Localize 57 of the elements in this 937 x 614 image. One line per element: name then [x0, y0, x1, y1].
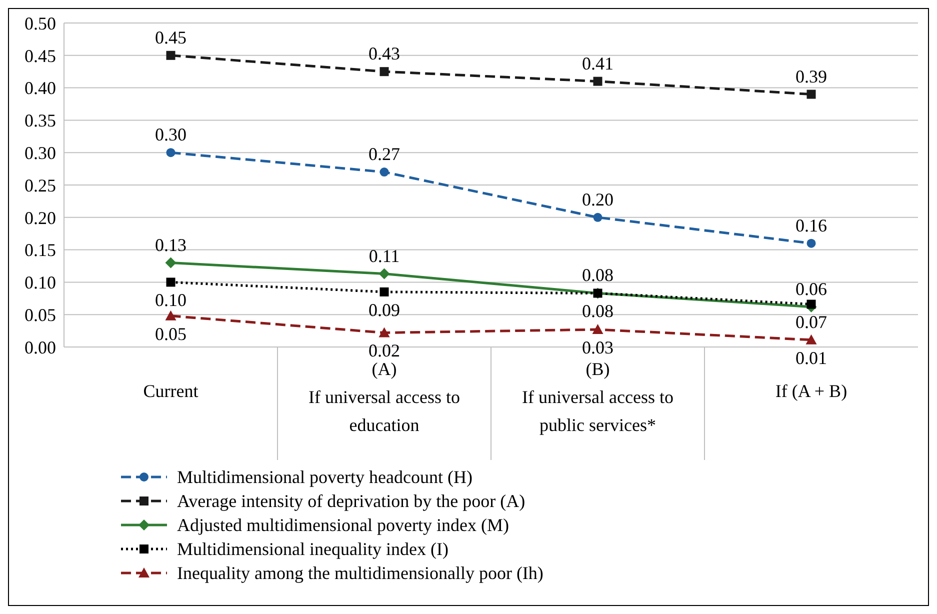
legend-label: Average intensity of deprivation by the poor (A)	[177, 490, 526, 512]
data-label: 0.08	[582, 265, 614, 286]
point	[806, 238, 816, 248]
data-label: 0.06	[796, 278, 827, 299]
y-tick-label: 0.10	[24, 272, 56, 293]
point	[165, 257, 176, 268]
point	[593, 76, 602, 86]
point	[378, 327, 390, 338]
legend-label: Inequality among the multidimensionally poor (Ih)	[177, 562, 544, 584]
data-label: 0.10	[155, 290, 186, 310]
data-label: 0.43	[368, 44, 400, 64]
y-tick-label: 0.15	[24, 240, 56, 260]
data-label: 0.09	[368, 300, 400, 320]
point	[166, 148, 176, 158]
y-tick-label: 0.40	[24, 78, 56, 98]
y-tick-label: 0.50	[24, 13, 56, 34]
point	[165, 310, 176, 320]
data-label: 0.13	[155, 234, 186, 255]
point	[806, 90, 816, 99]
data-label: 0.16	[796, 215, 827, 236]
data-label: 0.45	[155, 27, 186, 48]
point	[166, 50, 176, 60]
data-label: 0.39	[796, 66, 827, 86]
x-tick-label: Current	[143, 381, 198, 401]
point	[806, 300, 816, 309]
data-label: 0.27	[368, 144, 400, 164]
point	[806, 334, 817, 344]
y-tick-label: 0.20	[24, 208, 56, 228]
legend-label: Multidimensional inequality index (I)	[177, 538, 448, 560]
y-tick-label: 0.45	[24, 46, 56, 66]
data-label: 0.02	[368, 340, 400, 361]
data-label: 0.01	[796, 348, 827, 368]
point	[378, 268, 390, 280]
point	[166, 278, 176, 287]
data-label: 0.05	[155, 324, 186, 344]
legend-label: Adjusted multidimensional poverty index (M)	[177, 514, 509, 536]
data-label: 0.30	[155, 124, 186, 145]
y-tick-label: 0.30	[24, 142, 56, 163]
data-label: 0.08	[582, 301, 614, 322]
point	[593, 212, 602, 222]
data-label: 0.20	[582, 189, 614, 210]
legend-label: Multidimensional poverty headcount (H)	[177, 466, 472, 488]
data-label: 0.11	[368, 246, 400, 266]
data-label: 0.07	[796, 312, 827, 332]
x-tick-label: If (A + B)	[775, 381, 848, 401]
data-label: 0.03	[582, 338, 614, 358]
point	[380, 67, 389, 76]
x-tick-label: (A) If universal access to education	[308, 359, 460, 435]
point	[380, 287, 389, 296]
y-tick-label: 0.05	[24, 304, 56, 325]
y-tick-label: 0.00	[24, 337, 56, 358]
y-tick-label: 0.35	[24, 110, 56, 131]
point	[592, 324, 604, 334]
data-label: 0.41	[582, 53, 614, 74]
y-tick-label: 0.25	[24, 175, 56, 196]
point	[380, 168, 389, 177]
x-tick-label: (B) If universal access to public services*	[522, 359, 674, 435]
